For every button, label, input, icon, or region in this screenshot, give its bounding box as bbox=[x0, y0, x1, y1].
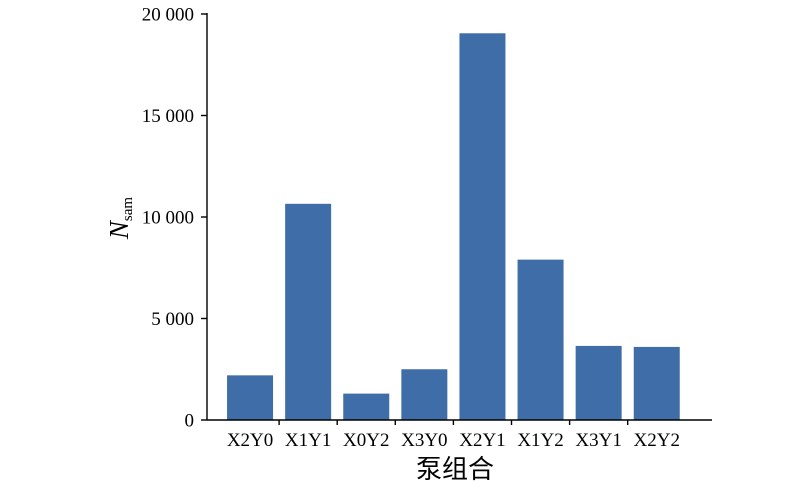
y-axis-title-main: N bbox=[104, 219, 134, 240]
x-tick-label-x2y2: X2Y2 bbox=[634, 430, 680, 451]
bar-x2y2 bbox=[633, 346, 680, 420]
bar-x1y1 bbox=[285, 203, 332, 420]
x-tick-label-x1y1: X1Y1 bbox=[285, 430, 331, 451]
x-tick-label-x3y0: X3Y0 bbox=[401, 430, 447, 451]
x-ticks-group: X2Y0 X1Y1 X0Y2 X3Y0 X2Y1 X1Y2 X3Y1 X2Y2 bbox=[227, 420, 680, 451]
x-tick-label-x2y1: X2Y1 bbox=[459, 430, 505, 451]
y-tick-label: 20 000 bbox=[142, 5, 194, 26]
y-tick-label: 5 000 bbox=[151, 309, 194, 330]
bar-x0y2 bbox=[343, 393, 390, 420]
x-tick-label-x0y2: X0Y2 bbox=[343, 430, 389, 451]
y-ticks-group: 20 000 15 000 10 000 5 000 0 bbox=[142, 5, 207, 432]
y-axis-title-subscript: sam bbox=[120, 197, 136, 221]
x-axis-title: 泵组合 bbox=[416, 455, 494, 484]
bar-x1y2 bbox=[517, 259, 564, 420]
y-tick-label: 15 000 bbox=[142, 106, 194, 127]
y-tick-label: 0 bbox=[185, 411, 195, 432]
bar-x3y1 bbox=[575, 345, 622, 420]
x-tick-label-x3y1: X3Y1 bbox=[575, 430, 621, 451]
y-axis-title: Nsam bbox=[104, 197, 136, 241]
bar-x2y1 bbox=[459, 33, 506, 420]
bar-x3y0 bbox=[401, 369, 448, 420]
bars-group bbox=[227, 33, 680, 420]
y-tick-label: 10 000 bbox=[142, 208, 194, 229]
x-tick-label-x2y0: X2Y0 bbox=[227, 430, 273, 451]
x-tick-label-x1y2: X1Y2 bbox=[517, 430, 563, 451]
bar-x2y0 bbox=[227, 375, 274, 420]
